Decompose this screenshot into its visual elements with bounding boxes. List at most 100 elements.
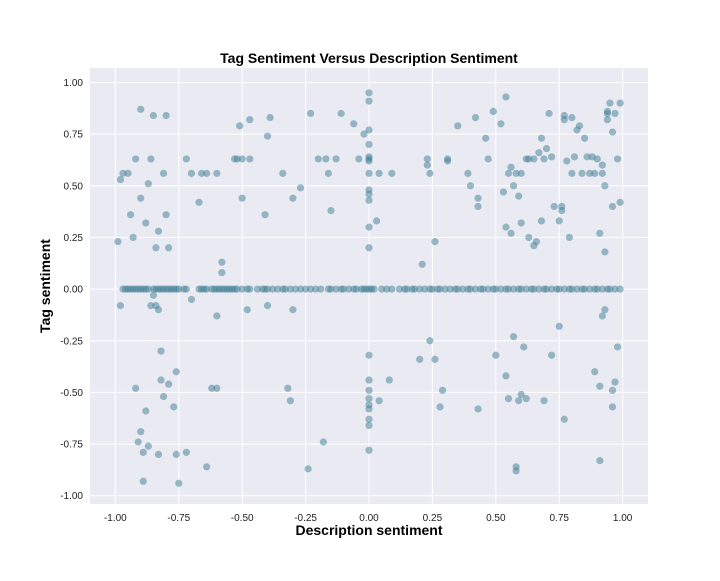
scatter-point (611, 109, 619, 118)
scatter-point (274, 285, 282, 293)
scatter-point (522, 285, 530, 293)
scatter-point (444, 157, 452, 165)
scatter-point (593, 155, 601, 163)
scatter-point (586, 285, 594, 293)
scatter-point (416, 285, 424, 293)
scatter-point (601, 248, 609, 256)
scatter-point (517, 285, 525, 293)
scatter-point (436, 403, 444, 411)
scatter-point (474, 405, 482, 413)
scatter-point (520, 343, 528, 351)
scatter-point (365, 89, 373, 97)
scatter-point (365, 169, 373, 177)
scatter-point (187, 169, 196, 177)
scatter-point (327, 206, 335, 215)
x-tick-label: -0.50 (231, 513, 254, 524)
scatter-point (365, 190, 373, 198)
scatter-point (560, 415, 568, 423)
scatter-point (213, 384, 221, 392)
scatter-point (144, 180, 152, 188)
scatter-point (431, 237, 439, 246)
y-tick-label: -0.75 (60, 440, 83, 451)
x-tick-labels: -1.00 -0.75 -0.50 -0.25 0.00 0.25 0.50 0.75 1.00 (104, 513, 633, 524)
scatter-point (238, 194, 246, 202)
scatter-point (243, 306, 251, 314)
scatter-point (114, 237, 122, 246)
y-axis-label: Tag sentiment (37, 239, 53, 333)
scatter-point (246, 285, 254, 293)
scatter-point (378, 285, 386, 293)
scatter-point (502, 93, 510, 101)
scatter-point (269, 285, 277, 293)
scatter-point (515, 397, 523, 405)
scatter-point (134, 438, 142, 446)
scatter-point (474, 202, 482, 211)
y-tick-label: 0.25 (64, 233, 84, 244)
scatter-point (324, 169, 333, 177)
scatter-point (187, 295, 196, 304)
scatter-point (613, 343, 622, 351)
scatter-point (286, 285, 294, 293)
scatter-point (365, 97, 373, 105)
scatter-point (512, 169, 520, 177)
scatter-point (497, 285, 505, 293)
scatter-point (175, 479, 183, 487)
scatter-point (611, 378, 619, 386)
scatter-point (611, 285, 619, 293)
x-tick-label: 0.25 (423, 513, 443, 524)
scatter-point (580, 134, 589, 142)
scatter-point (307, 109, 315, 118)
scatter-point (596, 457, 604, 465)
scatter-point (568, 285, 576, 293)
scatter-point (616, 99, 624, 107)
scatter-point (596, 382, 604, 390)
scatter-point (345, 285, 353, 293)
scatter-point (139, 477, 147, 485)
scatter-point (137, 105, 145, 113)
scatter-point (365, 157, 373, 165)
scatter-point (365, 421, 373, 430)
y-tick-label: -0.50 (60, 388, 83, 399)
scatter-point (319, 438, 327, 446)
scatter-point (203, 285, 211, 293)
scatter-point (515, 192, 523, 200)
scatter-point (560, 111, 568, 120)
scatter-point (286, 397, 294, 405)
scatter-point (198, 169, 206, 177)
scatter-point (489, 107, 497, 115)
scatter-point (203, 169, 211, 177)
scatter-point (322, 155, 330, 163)
scatter-point (159, 392, 168, 401)
scatter-point (535, 149, 543, 157)
scatter-point (616, 198, 624, 206)
scatter-point (428, 285, 437, 293)
scatter-point (137, 428, 145, 436)
x-tick-label: -0.25 (294, 513, 317, 524)
scatter-point (423, 161, 431, 169)
y-tick-label: -0.25 (60, 336, 83, 347)
scatter-point (281, 285, 289, 293)
scatter-point (218, 258, 226, 266)
scatter-point (220, 285, 229, 293)
scatter-point (291, 285, 300, 293)
scatter-point (162, 111, 170, 120)
scatter-point (555, 217, 563, 225)
scatter-point (266, 113, 274, 122)
scatter-point (154, 306, 163, 314)
scatter-point (365, 446, 373, 454)
scatter-point (263, 285, 272, 293)
scatter-point (365, 244, 373, 252)
scatter-point (352, 285, 360, 293)
scatter-point (484, 155, 492, 163)
scatter-point (482, 134, 490, 142)
scatter-point (542, 144, 551, 153)
scatter-point (403, 285, 411, 293)
scatter-point (373, 217, 381, 225)
scatter-point (580, 285, 589, 293)
scatter-point (504, 395, 513, 403)
scatter-point (548, 153, 556, 161)
scatter-point (132, 384, 140, 392)
scatter-point (507, 163, 515, 171)
scatter-point (560, 285, 568, 293)
scatter-point (263, 302, 272, 310)
